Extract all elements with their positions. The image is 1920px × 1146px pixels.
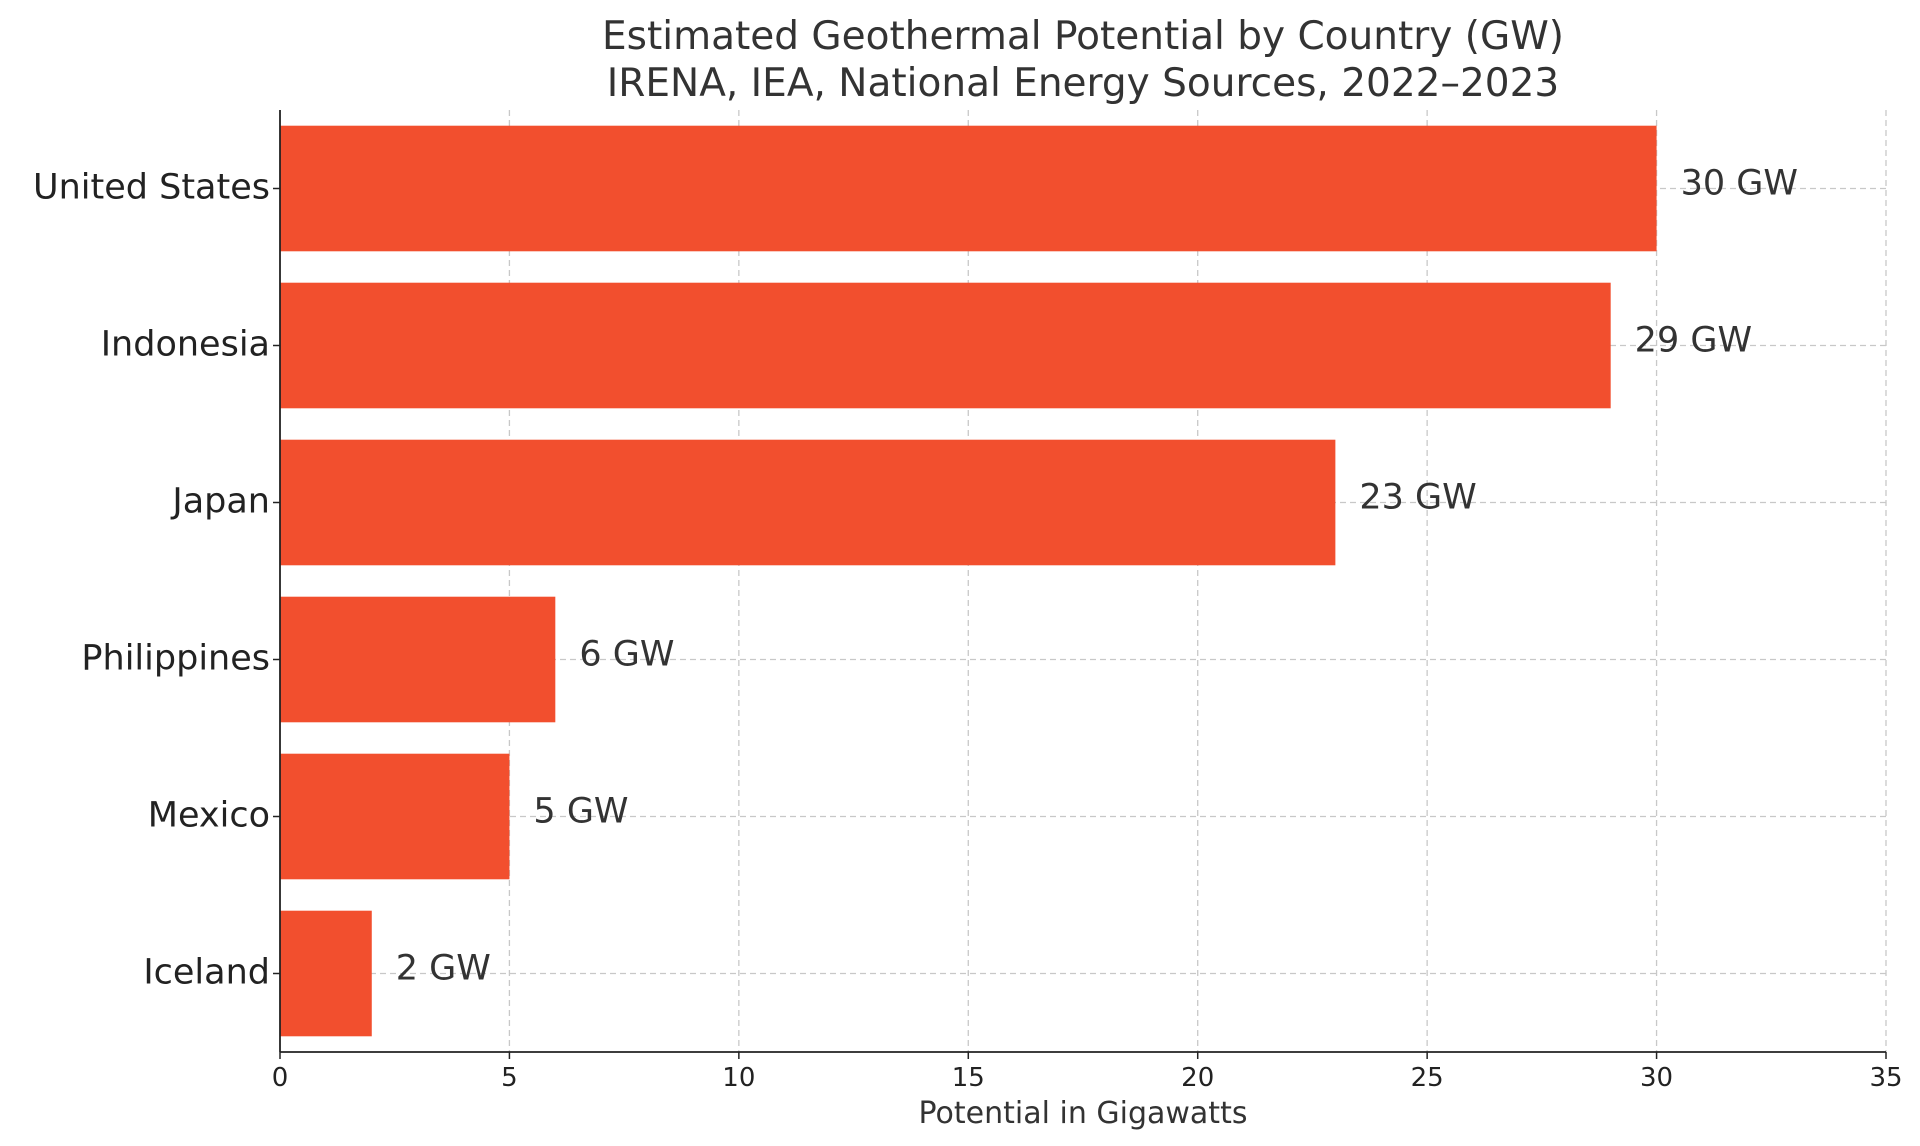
- bar: [280, 125, 1657, 252]
- labels-layer: 30 GW United States 29 GW Indonesia 23 GW Jap…: [33, 164, 1903, 1094]
- bar: [280, 753, 510, 880]
- y-tick-label: Mexico: [148, 796, 270, 836]
- y-tick-label: Indonesia: [101, 325, 270, 365]
- y-tick-label: Iceland: [143, 953, 270, 993]
- bar-value-label: 23 GW: [1359, 478, 1476, 518]
- x-tick-label: 0: [272, 1063, 289, 1093]
- x-tick-label: 20: [1181, 1063, 1214, 1093]
- bar-value-label: 6 GW: [579, 635, 674, 675]
- chart-title: Estimated Geothermal Potential by Countr…: [602, 14, 1564, 59]
- y-tick-label: Japan: [170, 482, 270, 522]
- chart-subtitle: IRENA, IEA, National Energy Sources, 202…: [607, 61, 1559, 106]
- bar: [280, 596, 556, 723]
- x-tick-label: 5: [501, 1063, 518, 1093]
- x-tick-label: 10: [722, 1063, 755, 1093]
- bar: [280, 910, 372, 1037]
- bar-value-label: 5 GW: [533, 792, 628, 832]
- x-tick-label: 25: [1411, 1063, 1444, 1093]
- bar: [280, 282, 1611, 409]
- bars-layer: [280, 125, 1657, 1037]
- bar: [280, 439, 1336, 566]
- x-tick-label: 15: [952, 1063, 985, 1093]
- axes-layer: [273, 110, 1887, 1059]
- y-tick-label: Philippines: [81, 639, 270, 679]
- bar-value-label: 29 GW: [1635, 321, 1752, 361]
- x-axis-label: Potential in Gigawatts: [919, 1096, 1248, 1131]
- bar-value-label: 2 GW: [396, 949, 491, 989]
- x-tick-label: 30: [1640, 1063, 1673, 1093]
- bar-value-label: 30 GW: [1681, 164, 1798, 204]
- y-tick-label: United States: [33, 168, 270, 208]
- x-tick-label: 35: [1869, 1063, 1902, 1093]
- grid-layer: [280, 110, 1887, 1052]
